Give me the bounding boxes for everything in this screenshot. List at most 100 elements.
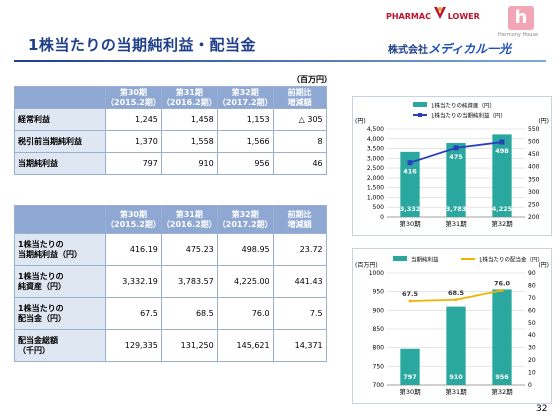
harmony-house-logo: h — [508, 6, 534, 30]
right-axis-unit: (円) — [538, 118, 549, 125]
cell-value: 1,566 — [216, 130, 274, 153]
per-share-table-header: 第30期 （2015.2期） — [105, 205, 162, 234]
category-label: 第31期 — [445, 387, 467, 396]
row-label: 経常利益 — [14, 108, 106, 131]
cell-value: 68.5 — [160, 297, 218, 330]
per-share-table: 第30期 （2015.2期） 第31期 （2016.2期） 第32期 （2017… — [14, 205, 327, 362]
category-label: 第31期 — [445, 219, 467, 228]
cell-value: 67.5 — [105, 297, 162, 330]
bar-value-label: 3,332 — [400, 205, 421, 213]
cell-value: 46 — [272, 152, 327, 175]
category-label: 第32期 — [491, 219, 513, 228]
profit-table-header: 第31期 （2016.2期） — [160, 86, 218, 109]
cell-value: 4,225.00 — [216, 265, 274, 298]
right-tick-label: 250 — [528, 201, 540, 208]
bar-value-label: 910 — [449, 373, 463, 381]
cell-value: 7.5 — [272, 297, 327, 330]
net-income-dividend-chart-svg: 当期純利益 1株当たりの配当金（円）(百万円) (円)700750800850900… — [355, 256, 549, 397]
right-tick-label: 50 — [528, 320, 536, 327]
cell-value: △ 305 — [272, 108, 327, 131]
left-axis-unit: (百万円) — [355, 262, 378, 269]
right-tick-label: 400 — [528, 164, 540, 171]
cell-value: 3,783.57 — [160, 265, 218, 298]
row-label: 当期純利益 — [14, 152, 106, 175]
left-tick-label: 1,000 — [367, 194, 384, 201]
logo-pharmacy-text: PHARMAC — [386, 12, 431, 21]
per-share-table-header: 第32期 （2017.2期） — [216, 205, 274, 234]
right-tick-label: 450 — [528, 151, 540, 158]
table-row: 当期純利益 797 910 956 46 — [14, 152, 327, 175]
line-value-label-bg — [401, 167, 419, 176]
cell-value: 797 — [105, 152, 162, 175]
row-label: 1株当たりの 配当金（円） — [14, 297, 106, 330]
left-tick-label: 4,500 — [367, 126, 384, 133]
line-point — [453, 145, 459, 151]
cell-value: 498.95 — [216, 233, 274, 266]
company-name: 株式会社メディカル一光 — [388, 40, 511, 57]
company-prefix: 株式会社 — [388, 45, 428, 56]
per-share-table-header: 前期比 増減額 — [272, 205, 327, 234]
left-tick-label: 0 — [380, 214, 384, 221]
bar-value-label: 3,783 — [446, 205, 467, 213]
cell-value: 416.19 — [105, 233, 162, 266]
row-label: 配当金総額 （千円） — [14, 329, 106, 362]
logo-flower-text: LOWER — [447, 12, 480, 21]
per-share-table-corner — [14, 205, 106, 234]
cell-value: 910 — [160, 152, 218, 175]
left-tick-label: 1000 — [369, 270, 384, 277]
bar-value-label: 4,225 — [492, 205, 513, 213]
cell-value: 1,153 — [216, 108, 274, 131]
line-value-label: 67.5 — [402, 290, 419, 298]
row-label: 税引前当期純利益 — [14, 130, 106, 153]
page-title: 1株当たりの当期純利益・配当金 — [28, 36, 256, 54]
cell-value: 145,621 — [216, 329, 274, 362]
line-value-label: 498 — [495, 147, 509, 155]
company-brand: メディカル一光 — [428, 42, 512, 56]
cell-value: 8 — [272, 130, 327, 153]
line-point — [408, 299, 412, 303]
cell-value: 1,245 — [105, 108, 162, 131]
table-row: 1株当たりの 当期純利益（円） 416.19 475.23 498.95 23.… — [14, 233, 327, 266]
line-value-label: 68.5 — [448, 289, 465, 297]
right-tick-label: 200 — [528, 214, 540, 221]
cell-value: 475.23 — [160, 233, 218, 266]
legend-label: 1株当たりの当期純利益（円） — [431, 112, 506, 120]
cell-value: 1,370 — [105, 130, 162, 153]
legend-swatch — [393, 256, 407, 261]
legend-label: 1株当たりの純資産（円） — [431, 102, 495, 110]
right-tick-label: 500 — [528, 139, 540, 146]
right-tick-label: 30 — [528, 345, 536, 352]
legend-label: 当期純利益 — [411, 256, 439, 264]
left-tick-label: 950 — [373, 289, 385, 296]
left-tick-label: 3,000 — [367, 155, 384, 162]
cell-value: 1,558 — [160, 130, 218, 153]
right-tick-label: 90 — [528, 270, 536, 277]
left-tick-label: 800 — [373, 345, 385, 352]
left-tick-label: 3,500 — [367, 146, 384, 153]
right-tick-label: 550 — [528, 126, 540, 133]
line-point — [407, 160, 413, 166]
line-point — [500, 288, 504, 292]
cell-value: 129,335 — [105, 329, 162, 362]
cell-value: 956 — [216, 152, 274, 175]
right-tick-label: 0 — [528, 382, 532, 389]
right-tick-label: 40 — [528, 332, 536, 339]
bar — [446, 143, 466, 217]
harmony-house-text: Harmony House — [498, 32, 539, 38]
left-tick-label: 4,000 — [367, 136, 384, 143]
bar-value-label: 956 — [495, 373, 509, 381]
profit-table-corner — [14, 86, 106, 109]
cell-value: 76.0 — [216, 297, 274, 330]
line-point — [454, 298, 458, 302]
left-axis-unit: (円) — [355, 118, 366, 125]
left-tick-label: 2,500 — [367, 165, 384, 172]
table-row: 1株当たりの 純資産（円） 3,332.19 3,783.57 4,225.00… — [14, 265, 327, 298]
table-row: 税引前当期純利益 1,370 1,558 1,566 8 — [14, 130, 327, 153]
cell-value: 14,371 — [272, 329, 327, 362]
right-tick-label: 350 — [528, 176, 540, 183]
bar — [400, 348, 420, 385]
left-tick-label: 850 — [373, 326, 385, 333]
line-value-label: 76.0 — [494, 279, 511, 287]
right-tick-label: 60 — [528, 307, 536, 314]
bar — [446, 306, 466, 385]
